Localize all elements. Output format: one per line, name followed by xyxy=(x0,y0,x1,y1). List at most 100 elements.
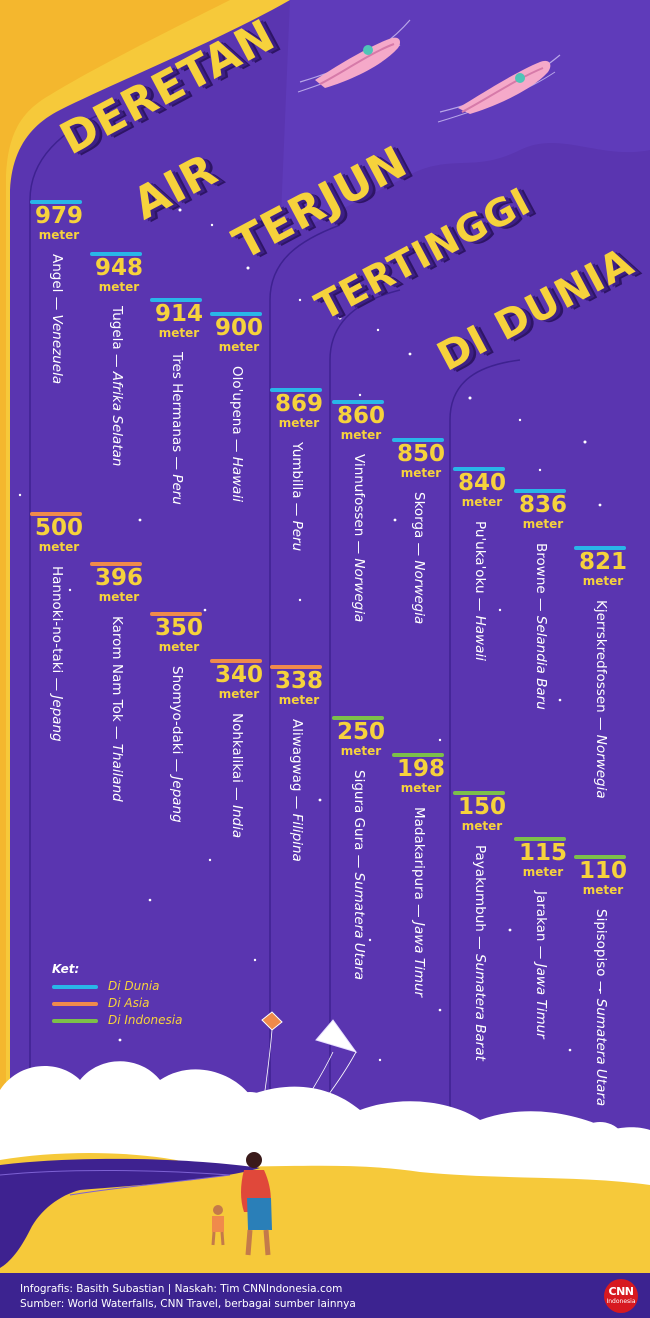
waterfall-region: Norwegia xyxy=(593,734,609,799)
waterfall-label: Hannoki-no-taki — Jepang xyxy=(49,566,65,742)
height-value: 340 xyxy=(214,662,263,688)
waterfall-label: Nohkalikai — India xyxy=(229,713,245,838)
height-unit: meter xyxy=(400,466,442,480)
category-bar xyxy=(453,791,505,795)
category-bar xyxy=(30,512,82,516)
waterfall-region: Sumatera Barat xyxy=(472,953,488,1061)
height-value: 869 xyxy=(274,391,323,417)
name-separator: — xyxy=(351,850,367,873)
waterfall-region: Jawa Timur xyxy=(533,963,549,1039)
legend-item-asia: Di Asia xyxy=(52,996,232,1012)
height-value: 338 xyxy=(274,668,323,694)
waterfall-name: Tres Hermanas xyxy=(169,352,185,453)
waterfall-label: Skorga — Norwegia xyxy=(411,492,427,624)
category-bar xyxy=(270,665,322,669)
height-unit: meter xyxy=(158,326,200,340)
category-bar xyxy=(90,252,142,256)
height-unit: meter xyxy=(218,340,260,354)
category-bar xyxy=(453,467,505,471)
waterfall-region: Venezuela xyxy=(49,314,65,385)
legend-swatch xyxy=(52,1019,98,1023)
height-unit: meter xyxy=(98,590,140,604)
height-value: 840 xyxy=(457,470,506,496)
name-separator: — xyxy=(229,434,245,457)
waterfall-region: Peru xyxy=(289,520,305,552)
contour-line xyxy=(449,359,521,1180)
height-unit: meter xyxy=(400,781,442,795)
height-value: 836 xyxy=(518,492,567,518)
height-value: 150 xyxy=(457,794,506,820)
height-unit: meter xyxy=(38,228,80,242)
waterfall-name: Hannoki-no-taki xyxy=(49,566,65,674)
waterfall-name: Sipisopiso xyxy=(593,909,609,977)
waterfall-region: India xyxy=(229,804,245,839)
height-value: 250 xyxy=(336,719,385,745)
waterfall-label: Tugela — Afrika Selatan xyxy=(109,306,125,466)
waterfall-region: Sumatera Utara xyxy=(351,872,367,981)
left-yellow-border xyxy=(0,0,290,1318)
name-separator: — xyxy=(472,593,488,616)
height-value: 110 xyxy=(578,858,627,884)
category-bar xyxy=(270,388,322,392)
cloud-puffs xyxy=(10,1070,628,1178)
category-bar xyxy=(514,489,566,493)
logo-main-text: CNN xyxy=(608,1285,635,1298)
height-value: 900 xyxy=(214,315,263,341)
waterfall-name: Angel xyxy=(49,254,65,293)
waterfall-name: Pu'uka'oku xyxy=(472,521,488,594)
category-bar xyxy=(150,298,202,302)
height-unit: meter xyxy=(461,819,503,833)
category-bar xyxy=(332,716,384,720)
waterfall-region: Filipina xyxy=(289,813,305,862)
height-value: 979 xyxy=(34,203,83,229)
waterfall-label: Shomyo-daki — Jepang xyxy=(169,666,185,823)
legend-title: Ket: xyxy=(52,962,80,976)
height-value: 860 xyxy=(336,403,385,429)
waterfall-label: Vinnufossen — Norwegia xyxy=(351,454,367,622)
lake-shape xyxy=(0,1158,260,1268)
category-bar xyxy=(210,312,262,316)
name-separator: — xyxy=(109,721,125,744)
waterfall-region: Hawaii xyxy=(472,615,488,661)
waterfall-label: Sipisopiso — Sumatera Utara xyxy=(593,909,609,1106)
waterfall-name: Shomyo-daki xyxy=(169,666,185,755)
waterfall-region: Jawa Timur xyxy=(411,921,427,998)
name-separator: — xyxy=(169,754,185,777)
name-separator: — xyxy=(411,538,427,561)
waterfall-region: Hawaii xyxy=(229,456,245,502)
waterfall-name: Olo'upena xyxy=(229,366,245,435)
footer: Infografis: Basith Subastian | Naskah: T… xyxy=(0,1273,650,1318)
legend-swatch xyxy=(52,985,98,989)
height-unit: meter xyxy=(582,883,624,897)
contour-line xyxy=(29,109,111,1270)
category-bar xyxy=(90,562,142,566)
height-unit: meter xyxy=(38,540,80,554)
waterfall-region: Peru xyxy=(169,474,185,505)
waterfall-name: Vinnufossen xyxy=(351,454,367,537)
footer-credits: Infografis: Basith Subastian | Naskah: T… xyxy=(20,1283,343,1295)
name-separator: — xyxy=(533,593,549,616)
height-unit: meter xyxy=(522,517,564,531)
height-unit: meter xyxy=(98,280,140,294)
name-separator: — xyxy=(229,782,245,805)
waterfall-name: Skorga xyxy=(411,492,427,539)
height-value: 850 xyxy=(396,441,445,467)
waterfall-name: Kjerrskredfossen xyxy=(593,600,609,713)
people-illustration xyxy=(211,1152,272,1256)
waterfall-name: Aliwagwag xyxy=(289,719,305,792)
legend-item-dunia: Di Dunia xyxy=(52,979,232,995)
height-unit: meter xyxy=(461,495,503,509)
name-separator: — xyxy=(593,976,609,999)
waterfall-region: Afrika Selatan xyxy=(109,371,125,467)
boat-illustration xyxy=(297,19,411,93)
contour-line xyxy=(329,289,401,1180)
height-value: 350 xyxy=(154,615,203,641)
legend-item-indonesia: Di Indonesia xyxy=(52,1013,232,1029)
height-value: 198 xyxy=(396,756,445,782)
waterfall-name: Karom Nam Tok xyxy=(109,616,125,722)
height-unit: meter xyxy=(340,428,382,442)
waterfall-name: Sigura Gura xyxy=(351,770,367,851)
name-separator: — xyxy=(351,536,367,559)
name-separator: — xyxy=(411,899,427,922)
